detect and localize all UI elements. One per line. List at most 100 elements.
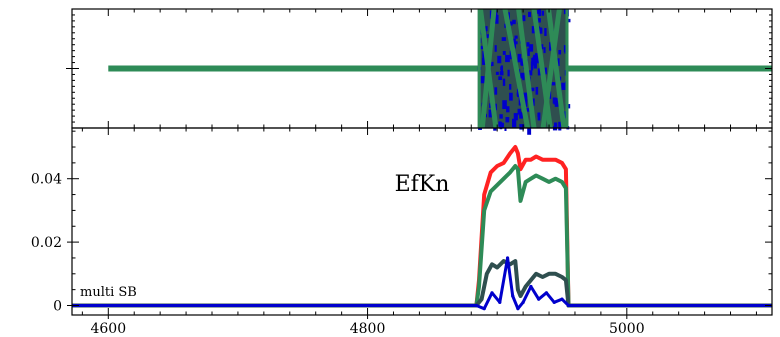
data-point — [495, 164, 499, 168]
data-point — [482, 192, 486, 197]
data-point — [547, 272, 551, 276]
data-point — [547, 158, 551, 162]
data-point — [534, 154, 538, 159]
noise-mark — [519, 124, 524, 130]
noise-mark — [506, 106, 510, 113]
noise-mark — [553, 122, 558, 129]
x-tick-label: 5000 — [609, 321, 645, 337]
noise-mark — [528, 11, 532, 18]
data-point — [529, 284, 533, 289]
data-point — [564, 186, 568, 190]
data-point — [540, 275, 545, 279]
noise-mark — [495, 71, 499, 75]
noise-mark — [553, 97, 558, 105]
series-streak — [546, 8, 567, 129]
data-point — [508, 170, 512, 174]
noise-mark — [544, 28, 547, 36]
noise-mark — [556, 58, 560, 67]
noise-mark — [479, 45, 484, 50]
data-point — [485, 272, 489, 276]
noise-mark — [517, 108, 521, 115]
noise-mark — [494, 45, 497, 52]
noise-mark — [533, 54, 536, 59]
noise-mark — [522, 92, 528, 102]
noise-mark — [517, 53, 522, 63]
noise-mark — [499, 71, 504, 76]
data-point — [502, 161, 506, 165]
chart-title: EfKn — [395, 172, 450, 197]
data-point — [560, 297, 564, 301]
data-point — [529, 177, 533, 181]
bottom-panel: 4600 4800 5000 0 0.02 0.04 — [31, 127, 773, 337]
data-point — [524, 284, 528, 289]
series-streak — [502, 8, 531, 129]
band-edge — [565, 9, 569, 128]
panel-annotation: multi SB — [80, 285, 137, 300]
series-streak — [516, 8, 537, 129]
noise-mark — [538, 9, 542, 17]
data-point — [489, 189, 493, 193]
noise-mark — [504, 23, 507, 28]
y-tick-label: 0 — [53, 298, 62, 314]
data-point — [474, 303, 479, 308]
noise-mark — [558, 49, 562, 55]
noise-mark — [526, 107, 532, 112]
noise-mark — [512, 118, 517, 128]
noise-mark — [544, 67, 547, 75]
noise-mark — [502, 50, 506, 55]
noise-mark — [498, 121, 502, 127]
data-point — [529, 278, 533, 282]
noise-mark — [537, 18, 541, 23]
series-line — [72, 145, 772, 308]
data-point — [518, 294, 523, 298]
noise-mark — [514, 35, 518, 39]
data-point — [498, 300, 502, 304]
noise-mark — [526, 42, 530, 47]
series-line — [72, 256, 772, 311]
noise-mark — [501, 37, 506, 41]
data-point — [540, 158, 545, 162]
noise-mark — [528, 44, 534, 52]
noise-mark — [532, 56, 537, 64]
noise-mark — [520, 61, 524, 66]
data-point — [477, 284, 481, 289]
data-point — [537, 297, 541, 301]
series-streak — [479, 8, 497, 129]
series-line — [72, 259, 772, 308]
data-point — [505, 256, 510, 260]
data-point — [502, 177, 506, 181]
data-point — [495, 265, 499, 270]
noise-mark — [543, 47, 546, 54]
data-point — [508, 151, 512, 155]
noise-mark — [504, 127, 507, 131]
series-streak — [540, 8, 562, 129]
noise-mark — [501, 122, 504, 128]
noise-mark — [513, 113, 518, 121]
noise-mark — [486, 34, 491, 39]
data-point — [513, 259, 517, 263]
noise-mark — [518, 111, 522, 116]
data-point — [544, 291, 549, 295]
noise-mark — [519, 112, 523, 119]
data-point — [482, 307, 486, 311]
data-point — [564, 278, 568, 282]
noise-mark — [533, 60, 537, 69]
data-point — [547, 180, 551, 184]
noise-mark — [561, 82, 566, 90]
noise-mark — [509, 84, 512, 90]
data-point — [518, 199, 523, 203]
noise-mark — [551, 82, 556, 86]
noise-mark — [509, 92, 513, 101]
noise-mark — [505, 117, 510, 123]
data-point — [529, 158, 533, 162]
data-point — [524, 180, 528, 184]
data-point — [553, 177, 558, 181]
noise-mark — [535, 56, 540, 60]
noise-mark — [505, 54, 510, 63]
noise-mark — [530, 87, 535, 92]
noise-mark — [480, 76, 485, 84]
data-point — [552, 300, 556, 304]
noise-mark — [531, 26, 536, 34]
data-point — [560, 180, 564, 184]
data-point — [534, 173, 538, 178]
